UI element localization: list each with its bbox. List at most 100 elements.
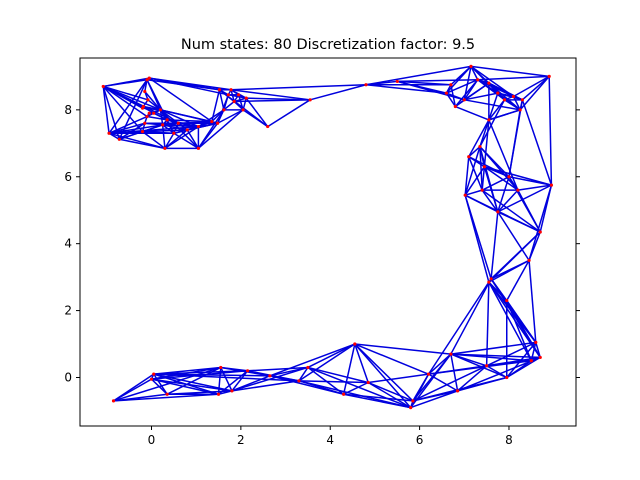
graph-edge xyxy=(488,259,530,283)
graph-edge xyxy=(354,343,429,375)
graph-node xyxy=(538,230,542,234)
graph-edge xyxy=(153,366,221,375)
graph-edge xyxy=(153,370,248,375)
graph-edge xyxy=(528,231,541,261)
graph-edge xyxy=(231,370,249,392)
graph-edge xyxy=(108,115,148,134)
graph-edge xyxy=(450,278,492,355)
graph-node xyxy=(147,76,151,80)
y-tick-label: 2 xyxy=(64,304,72,318)
graph-edge xyxy=(464,146,481,196)
graph-edge xyxy=(144,90,162,111)
graph-edge xyxy=(412,390,458,402)
graph-edge xyxy=(479,146,519,191)
graph-edge xyxy=(427,281,490,375)
graph-edge xyxy=(450,353,459,392)
graph-node xyxy=(549,183,554,187)
graph-edge xyxy=(162,124,175,134)
y-tick-label: 4 xyxy=(64,237,72,251)
graph-node xyxy=(462,98,466,102)
graph-edge xyxy=(445,92,456,107)
graph-edge xyxy=(247,366,308,372)
graph-edge xyxy=(490,211,499,279)
graph-edge xyxy=(298,343,356,382)
graph-edge xyxy=(468,156,483,191)
graph-edge xyxy=(450,341,536,355)
graph-edge xyxy=(166,366,222,395)
graph-node xyxy=(230,389,234,393)
graph-node xyxy=(534,340,538,344)
graph-node xyxy=(449,352,453,356)
graph-node xyxy=(482,165,486,169)
graph-node xyxy=(226,93,230,97)
graph-node xyxy=(143,89,147,94)
graph-node xyxy=(455,389,460,393)
graph-edge xyxy=(245,97,269,128)
graph-edge xyxy=(164,132,175,149)
graph-edge xyxy=(103,77,150,88)
graph-edge xyxy=(267,99,311,128)
graph-node xyxy=(229,88,233,92)
graph-edge xyxy=(148,77,213,123)
graph-edge xyxy=(457,365,488,392)
graph-edge xyxy=(342,343,356,395)
graph-node xyxy=(232,99,236,104)
graph-node xyxy=(165,118,169,122)
graph-edge xyxy=(464,166,486,196)
graph-edge xyxy=(198,122,218,128)
graph-node xyxy=(163,146,167,150)
graph-edge xyxy=(428,365,487,375)
graph-node xyxy=(210,119,214,124)
graph-edge xyxy=(365,65,472,86)
edges-layer xyxy=(102,65,553,409)
graph-edge xyxy=(102,86,110,134)
graph-edge xyxy=(481,166,486,191)
graph-edge xyxy=(464,194,490,283)
graph-edge xyxy=(230,89,235,102)
graph-node xyxy=(364,83,368,87)
graph-node xyxy=(140,130,145,134)
graph-edge xyxy=(479,99,506,148)
graph-edge xyxy=(488,92,499,121)
graph-edge xyxy=(150,378,168,395)
graph-edge xyxy=(481,176,510,191)
graph-edge xyxy=(512,96,521,111)
graph-edge xyxy=(464,189,483,196)
graph-edge xyxy=(464,99,521,111)
x-tick-label: 6 xyxy=(416,433,424,447)
graph-edge xyxy=(198,109,225,128)
graph-edge xyxy=(142,130,166,149)
graph-edge xyxy=(481,189,499,213)
graph-node xyxy=(146,98,150,102)
graph-node xyxy=(395,79,399,84)
graph-node xyxy=(505,298,509,303)
graph-edge xyxy=(118,122,146,140)
graph-edge xyxy=(464,92,498,101)
graph-edge xyxy=(269,375,344,395)
graph-node xyxy=(219,365,223,370)
graph-edge xyxy=(477,79,505,101)
graph-edge xyxy=(113,393,219,402)
graph-edge xyxy=(223,94,230,111)
graph-edge xyxy=(548,76,553,186)
graph-edge xyxy=(397,78,478,83)
graph-node xyxy=(241,108,245,112)
graph-edge xyxy=(446,79,478,94)
graph-node xyxy=(487,280,491,284)
graph-node xyxy=(222,108,226,112)
graph-node xyxy=(538,355,542,360)
graph-edge xyxy=(468,119,490,158)
graph-node xyxy=(409,406,413,410)
graph-node xyxy=(444,91,449,95)
graph-node xyxy=(502,98,507,102)
graph-edge xyxy=(144,79,148,92)
graph-node xyxy=(496,210,500,214)
graph-node xyxy=(516,188,520,192)
graph-node xyxy=(147,111,151,115)
graph-node xyxy=(244,96,248,100)
graph-node xyxy=(467,155,471,159)
graph-edge xyxy=(113,366,221,402)
graph-edge xyxy=(217,367,222,395)
graph-edge xyxy=(242,97,247,111)
